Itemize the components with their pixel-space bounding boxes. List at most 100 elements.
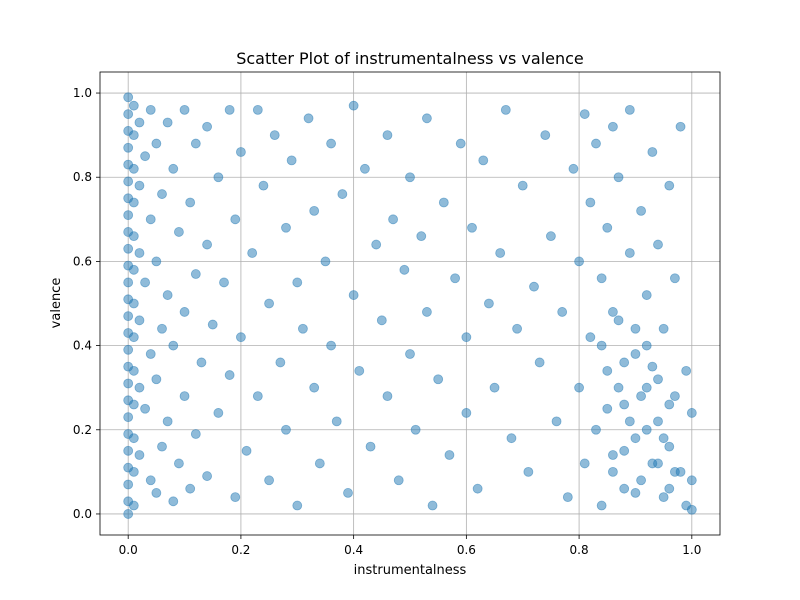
data-point xyxy=(281,222,291,233)
data-point xyxy=(630,433,641,444)
data-point xyxy=(410,424,421,435)
data-point xyxy=(641,290,652,300)
data-point xyxy=(168,163,179,174)
axes-frame xyxy=(99,71,721,536)
data-point xyxy=(258,180,269,191)
data-point xyxy=(557,307,568,317)
data-point xyxy=(252,104,263,115)
data-point xyxy=(636,475,646,486)
data-point xyxy=(393,475,404,486)
data-point xyxy=(348,100,359,111)
data-point xyxy=(128,365,139,376)
data-point xyxy=(281,424,291,435)
x-tick-label: 0.0 xyxy=(119,543,138,557)
data-point xyxy=(236,332,246,343)
data-point xyxy=(123,344,134,355)
data-point xyxy=(619,445,630,456)
data-point xyxy=(478,155,489,166)
data-point xyxy=(179,307,190,317)
data-point xyxy=(506,433,517,444)
data-point xyxy=(574,256,584,267)
data-point xyxy=(647,147,658,157)
data-point xyxy=(348,290,359,300)
data-point xyxy=(624,416,635,427)
data-point xyxy=(664,399,675,410)
data-point xyxy=(686,475,697,486)
data-point xyxy=(145,214,156,225)
data-point xyxy=(574,382,584,393)
data-point xyxy=(653,416,663,427)
data-point xyxy=(123,92,134,103)
data-point xyxy=(546,231,556,242)
data-point xyxy=(613,315,624,326)
data-point xyxy=(128,100,139,111)
data-point xyxy=(168,496,179,507)
x-tick-label: 0.6 xyxy=(457,543,476,557)
data-point xyxy=(512,323,522,334)
data-point xyxy=(630,488,641,498)
data-point xyxy=(422,307,432,317)
data-point xyxy=(168,340,179,351)
data-point xyxy=(123,509,134,519)
data-point xyxy=(123,176,134,187)
data-point xyxy=(630,323,641,334)
data-point xyxy=(174,458,184,469)
data-point xyxy=(224,104,235,115)
data-point xyxy=(337,189,348,199)
data-point xyxy=(320,256,331,267)
data-point xyxy=(613,172,624,183)
data-point xyxy=(489,382,500,393)
data-point xyxy=(686,504,697,515)
data-point xyxy=(286,155,297,166)
data-point xyxy=(579,458,590,469)
data-point xyxy=(388,214,398,225)
data-point xyxy=(647,361,658,372)
data-point xyxy=(190,269,201,279)
data-point xyxy=(624,104,635,115)
data-point xyxy=(608,466,618,477)
data-point xyxy=(416,231,427,242)
data-point xyxy=(450,273,460,284)
data-point xyxy=(343,488,353,498)
y-tick-label: 0.8 xyxy=(73,170,92,184)
data-point xyxy=(275,357,286,368)
data-point xyxy=(585,197,596,208)
data-point xyxy=(658,433,669,444)
data-point xyxy=(596,273,607,284)
data-point xyxy=(157,189,167,199)
data-point xyxy=(467,222,477,233)
data-point xyxy=(399,264,410,275)
data-point xyxy=(354,365,365,376)
data-point xyxy=(134,180,145,191)
data-point xyxy=(162,290,173,300)
data-point xyxy=(292,277,303,288)
data-point xyxy=(230,492,241,503)
data-point xyxy=(331,416,342,427)
data-point xyxy=(382,130,393,141)
data-point xyxy=(123,109,134,119)
data-point xyxy=(624,248,635,258)
data-point xyxy=(134,117,145,128)
data-point xyxy=(123,445,134,456)
data-point xyxy=(376,315,387,326)
data-point xyxy=(371,239,382,250)
data-point xyxy=(382,391,393,402)
data-point xyxy=(438,197,449,208)
data-point xyxy=(405,349,415,359)
data-point xyxy=(658,492,669,503)
data-point xyxy=(602,365,613,376)
data-point xyxy=(309,382,320,393)
data-point xyxy=(568,163,579,174)
data-point xyxy=(128,163,139,174)
y-tick-label: 1.0 xyxy=(73,86,92,100)
data-point xyxy=(190,138,201,149)
data-point xyxy=(484,298,494,309)
data-point xyxy=(670,273,680,284)
data-point xyxy=(151,374,162,385)
data-point xyxy=(619,399,630,410)
data-point xyxy=(247,248,258,258)
data-point xyxy=(202,239,212,250)
data-point xyxy=(523,466,534,477)
data-point xyxy=(653,458,663,469)
